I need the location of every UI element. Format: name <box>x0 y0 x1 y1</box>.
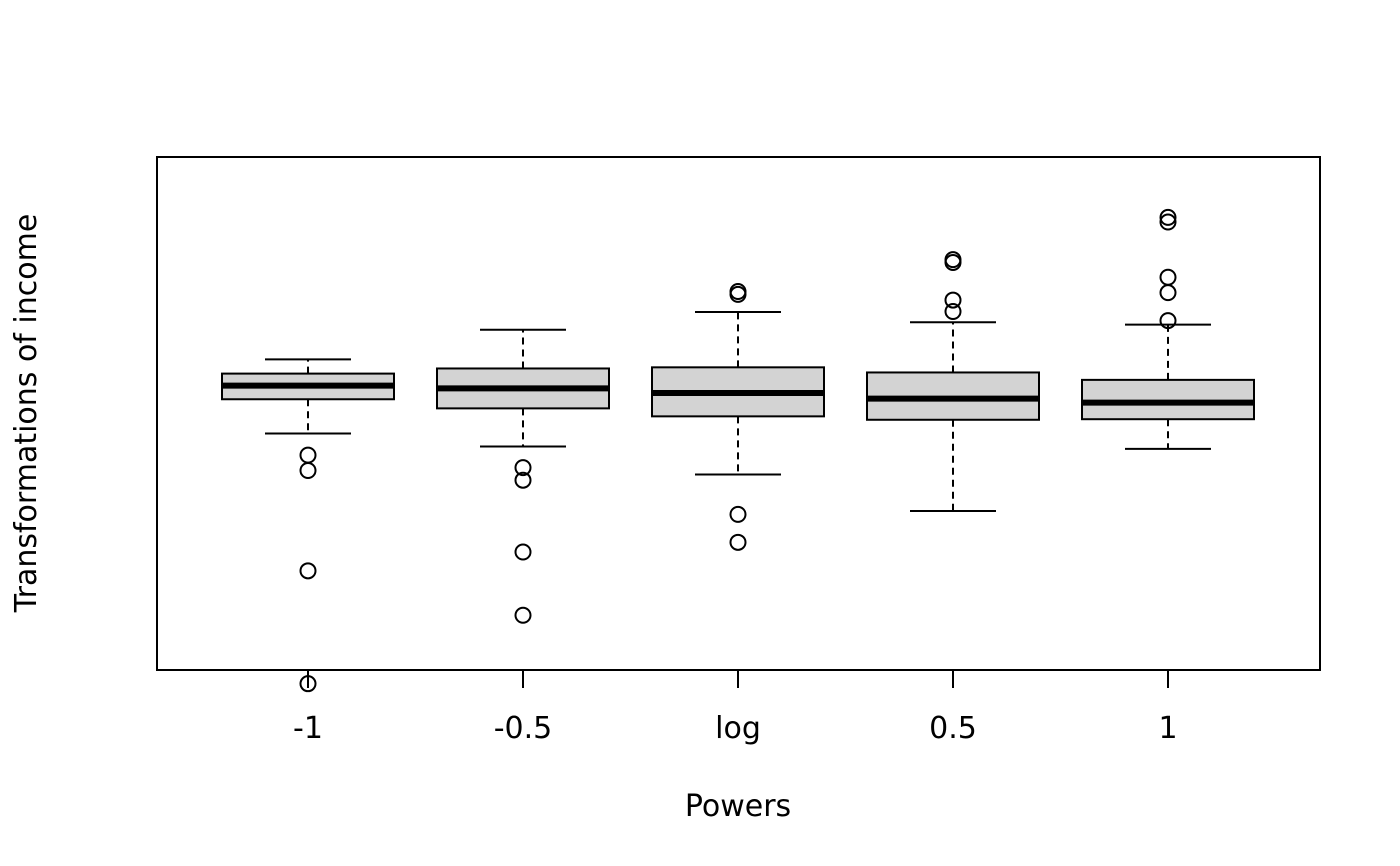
x-tick-label: -0.5 <box>494 711 553 746</box>
box-group <box>221 358 395 693</box>
outlier-point <box>729 283 747 301</box>
outlier-point <box>944 302 962 320</box>
outlier-point <box>1159 208 1177 226</box>
x-tick-label: log <box>715 711 761 746</box>
outlier-point <box>1159 268 1177 286</box>
outlier-point <box>514 459 532 477</box>
outlier-point <box>944 251 962 269</box>
outlier-point <box>729 533 747 551</box>
x-axis: -1 -0.5 log 0.5 1 <box>293 670 1178 746</box>
outlier-point <box>1159 312 1177 330</box>
x-axis-label: Powers <box>685 789 791 824</box>
outlier-point <box>299 446 317 464</box>
outlier-point <box>514 606 532 624</box>
x-tick-label: -1 <box>293 711 323 746</box>
outlier-point <box>1159 213 1177 231</box>
outlier-point <box>514 471 532 489</box>
box-group <box>866 251 1040 512</box>
box <box>1081 378 1255 421</box>
outlier-point <box>944 291 962 309</box>
y-axis-label: Transformations of income <box>9 214 44 614</box>
boxes-layer <box>221 208 1255 693</box>
outlier-point <box>1159 284 1177 302</box>
box-group <box>651 283 825 551</box>
x-tick-label: 1 <box>1158 711 1177 746</box>
outlier-point <box>299 562 317 580</box>
outlier-point <box>299 462 317 479</box>
x-tick-label: 0.5 <box>929 711 977 746</box>
box-group <box>436 328 610 624</box>
box-group <box>1081 208 1255 450</box>
outlier-point <box>729 505 747 523</box>
outlier-point <box>514 543 532 561</box>
